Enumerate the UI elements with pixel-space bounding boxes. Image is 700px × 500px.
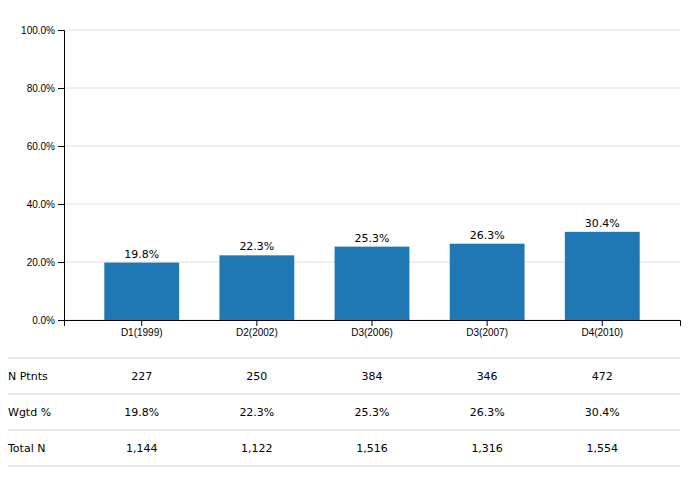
table-row-label: Wgtd % (8, 406, 51, 419)
tick-label: 0.0% (32, 315, 55, 326)
table-row-label: Total N (7, 442, 45, 455)
table-cell: 472 (592, 370, 613, 383)
axis-line (58, 31, 65, 321)
x-tick: D3(2006) (351, 320, 393, 338)
tick-mark (58, 30, 64, 31)
tick-label: D2(2002) (236, 327, 278, 338)
table-cell: 250 (246, 370, 267, 383)
table-rule (8, 394, 680, 395)
table-cell: 30.4% (585, 406, 620, 419)
data-label: 30.4% (585, 217, 620, 230)
y-tick: 80.0% (27, 83, 64, 94)
grid-line (64, 30, 680, 31)
tick-mark (141, 320, 142, 326)
y-tick: 100.0% (21, 25, 64, 36)
table-cell: 346 (477, 370, 498, 383)
grid-line (64, 146, 680, 147)
x-tick: D4(2010) (581, 320, 623, 338)
table-cell: 227 (131, 370, 152, 383)
bar (104, 263, 179, 320)
tick-mark (58, 204, 64, 205)
tick-mark (372, 320, 373, 326)
tick-mark (487, 320, 488, 326)
bars (104, 232, 639, 320)
x-axis: D1(1999) D2(2002) D3(2006) D3(2007) D4(2010) (65, 320, 681, 338)
tick-label: 100.0% (21, 25, 55, 36)
table-cell: 22.3% (239, 406, 274, 419)
x-tick: D3(2007) (466, 320, 508, 338)
tick-mark (602, 320, 603, 326)
y-tick: 20.0% (27, 257, 64, 268)
table-cell: 19.8% (124, 406, 159, 419)
table-rule (8, 466, 680, 467)
tick-label: D4(2010) (581, 327, 623, 338)
table-cell: 1,554 (587, 442, 619, 455)
bar (565, 232, 640, 320)
tick-mark (58, 88, 64, 89)
tick-mark (256, 320, 257, 326)
tick-label: 80.0% (27, 83, 55, 94)
table-rule (8, 358, 680, 359)
y-axis: 0.0% 20.0% 40.0% 60.0% 80.0% 100.0% (21, 25, 64, 326)
data-labels: 19.8% 22.3% 25.3% 26.3% 30.4% (124, 217, 620, 261)
tick-label: 40.0% (27, 199, 55, 210)
grid (64, 30, 680, 320)
x-tick: D1(1999) (121, 320, 163, 338)
grid-line (64, 88, 680, 89)
chart: 19.8% 22.3% 25.3% 26.3% 30.4% 0.0% 20.0% 40.0% 6… (0, 0, 700, 500)
x-tick: D2(2002) (236, 320, 278, 338)
grid-line (64, 204, 680, 205)
table-cell: 1,516 (356, 442, 388, 455)
data-label: 25.3% (355, 232, 390, 245)
tick-mark (58, 262, 64, 263)
table-cell: 1,144 (126, 442, 158, 455)
tick-label: 60.0% (27, 141, 55, 152)
tick-label: D1(1999) (121, 327, 163, 338)
bar (450, 244, 525, 320)
table-rule (8, 430, 680, 431)
table-cell: 1,316 (471, 442, 503, 455)
axis-line (65, 321, 681, 327)
bar (335, 247, 410, 320)
table-cell: 25.3% (355, 406, 390, 419)
table-cell: 384 (362, 370, 383, 383)
table-row-label: N Ptnts (8, 370, 48, 383)
tick-label: 20.0% (27, 257, 55, 268)
table: N Ptnts 227 250 384 346 472 Wgtd % 19.8% 22.3% 25… (7, 358, 680, 466)
data-label: 19.8% (124, 248, 159, 261)
bar (219, 255, 294, 320)
tick-label: D3(2006) (351, 327, 393, 338)
data-label: 22.3% (239, 240, 274, 253)
y-tick: 60.0% (27, 141, 64, 152)
y-tick: 40.0% (27, 199, 64, 210)
plot: 19.8% 22.3% 25.3% 26.3% 30.4% 0.0% 20.0% 40.0% 6… (21, 25, 680, 338)
tick-mark (58, 320, 64, 321)
data-label: 26.3% (470, 229, 505, 242)
tick-mark (58, 146, 64, 147)
table-cell: 26.3% (470, 406, 505, 419)
y-tick: 0.0% (32, 315, 64, 326)
tick-label: D3(2007) (466, 327, 508, 338)
table-cell: 1,122 (241, 442, 273, 455)
